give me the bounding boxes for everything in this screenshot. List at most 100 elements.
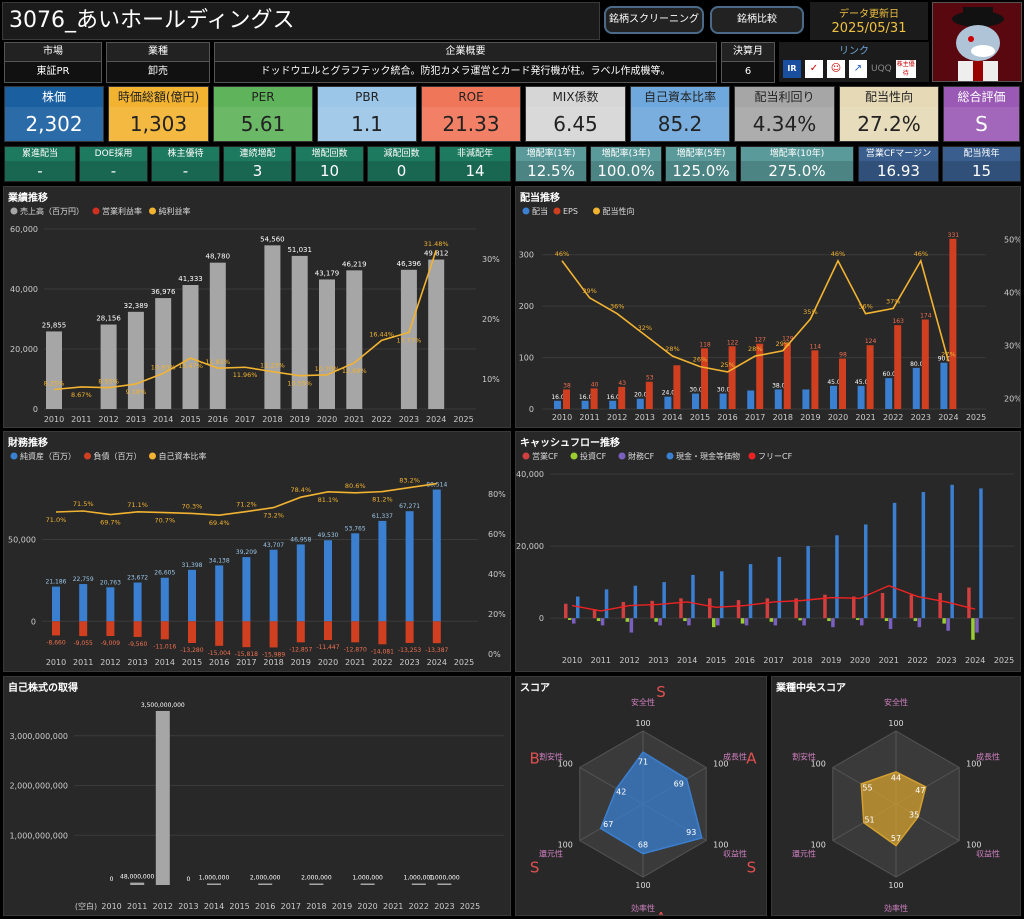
metric-9: 増配率(5年) 125.0% — [665, 146, 737, 182]
equity-bar — [188, 569, 196, 622]
y-tick-label: 100 — [519, 354, 534, 363]
data-label: 78.4% — [290, 486, 311, 494]
cf-bar — [884, 618, 889, 622]
yutai-link[interactable]: 株主優待 — [895, 60, 916, 78]
cf-bar — [576, 596, 580, 619]
x-tick-label: 2016 — [735, 656, 755, 665]
legend-item: 財務CF — [618, 451, 655, 461]
y-tick-label: 2,000,000,000 — [9, 782, 68, 791]
y-tick-label: 20,000 — [516, 542, 544, 551]
radar-max: 100 — [558, 760, 573, 769]
x-tick-label: 2014 — [662, 413, 682, 422]
data-label: 114 — [810, 343, 822, 350]
radar-max: 100 — [635, 881, 650, 890]
cf-bar — [600, 618, 605, 626]
cf-bar — [827, 618, 831, 622]
data-label: 1,000,000 — [352, 875, 383, 882]
metric-11: 営業CFマージン 16.93 — [858, 146, 939, 182]
cf-bar — [798, 618, 802, 621]
radar-value: 68 — [638, 841, 648, 850]
data-label: 29% — [776, 340, 790, 348]
dividend-bar — [830, 385, 837, 409]
metric-4: 増配回数 10 — [295, 146, 364, 182]
buyback-bar — [258, 883, 273, 885]
data-label: 32% — [638, 324, 652, 332]
cf-panel: キャッシュフロー推移 営業CF 投資CF 財務CF 現金・現金等価物 フリーCF 0 20,… — [515, 431, 1021, 672]
eps-bar — [701, 348, 708, 409]
jisha-title: 自己株式の取得 — [8, 683, 78, 694]
cf-bar — [683, 618, 687, 622]
kpi-value: 5.61 — [214, 107, 312, 141]
x-tick-label: 2023 — [434, 902, 454, 911]
eps-bar — [645, 381, 653, 409]
y-tick-label: 30% — [482, 255, 500, 264]
cf-bar — [736, 600, 741, 619]
cf-bar — [712, 618, 716, 628]
buyback-bar — [207, 883, 221, 885]
chart-link-icon[interactable]: ↗ — [849, 60, 867, 78]
data-label: 11.96% — [233, 371, 258, 379]
legend-label: 純利益率 — [159, 206, 191, 216]
metric-label: 営業CFマージン — [865, 149, 932, 159]
cf-bar — [971, 618, 975, 640]
data-label: 26% — [693, 356, 707, 364]
x-tick-label: 2017 — [281, 902, 301, 911]
data-label: 49,812 — [424, 250, 449, 258]
radar-value: 93 — [686, 828, 696, 837]
kabutan-icon[interactable]: ✓ — [805, 60, 823, 78]
compare-button[interactable]: 銘柄比較 — [710, 6, 804, 34]
eps-bar — [563, 389, 570, 409]
metric-label: 連続増配 — [239, 149, 276, 159]
eps-bar — [894, 325, 902, 409]
equity-bar — [215, 565, 224, 622]
x-tick-label: 2014 — [155, 658, 175, 667]
gyoseki-title: 業績推移 — [8, 193, 48, 204]
screening-button[interactable]: 銘柄スクリーニング — [604, 6, 704, 34]
person-icon[interactable]: ☺ — [827, 60, 845, 78]
cf-bar — [913, 618, 918, 622]
cf-bar — [769, 618, 774, 622]
data-label: 2,000,000 — [301, 875, 332, 882]
data-label: 24.0 — [662, 390, 676, 397]
data-label: 48,000,000 — [120, 874, 155, 881]
data-label: 30.0 — [717, 387, 731, 394]
cf-bar — [975, 618, 979, 633]
metric-value: - — [152, 161, 219, 181]
x-tick-label: 2022 — [409, 902, 429, 911]
legend-label: 財務CF — [628, 451, 655, 461]
x-tick-label: 2020 — [357, 902, 377, 911]
kpi-1: 時価総額(億円) 1,303 — [108, 86, 209, 142]
kpi-2: PER 5.61 — [213, 86, 313, 142]
data-label: 16.0 — [551, 394, 565, 401]
eps-bar — [590, 388, 598, 409]
shark-mascot-icon — [933, 3, 1021, 81]
data-label: 13.47% — [178, 362, 203, 370]
x-tick-label: 2011 — [591, 656, 611, 665]
x-tick-label: 2016 — [255, 902, 275, 911]
cf-bar — [823, 594, 827, 619]
ir-bank-icon[interactable]: IR — [783, 60, 801, 78]
liability-bar — [52, 621, 60, 636]
haito-title: 配当推移 — [520, 193, 560, 204]
data-label: 38 — [563, 382, 571, 389]
data-label: 21,186 — [46, 579, 67, 586]
data-label: 46,219 — [342, 260, 367, 268]
legend-label: 配当性向 — [603, 206, 635, 216]
radar-axis-label: 収益性 — [723, 849, 747, 859]
kpi-label: 配当利回り — [754, 90, 815, 104]
y-tick-label: 0 — [529, 405, 534, 414]
x-tick-label: 2024 — [426, 415, 446, 424]
dividend-bar — [940, 362, 948, 409]
cf-bar — [880, 592, 885, 619]
data-label: 53 — [646, 375, 654, 382]
data-label: 25% — [720, 361, 734, 369]
uqq-link[interactable]: UQQ — [871, 64, 892, 74]
kpi-value: 85.2 — [631, 107, 729, 141]
industry-value: 卸売 — [106, 61, 210, 83]
metric-value: 100.0% — [591, 161, 661, 181]
y-tick-label: 20% — [1004, 394, 1020, 403]
data-label: 16.44% — [369, 330, 394, 338]
kpi-3: PBR 1.1 — [317, 86, 417, 142]
liability-bar — [432, 621, 441, 644]
kpi-value: S — [944, 107, 1019, 141]
